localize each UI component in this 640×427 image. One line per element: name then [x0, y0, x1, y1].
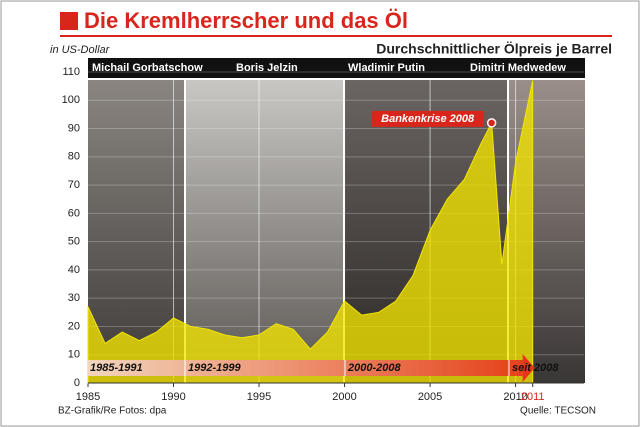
x-tick-label: 2005	[418, 391, 442, 403]
y-tick-label: 20	[68, 320, 80, 332]
y-tick-label: 30	[68, 292, 80, 304]
leader-name: Wladimir Putin	[348, 62, 425, 74]
y-tick-label: 40	[68, 264, 80, 276]
chart-title: Die Kremlherrscher und das Öl	[84, 8, 408, 33]
leader-bar	[88, 58, 585, 78]
leader-name: Dimitri Medwedew	[470, 62, 566, 74]
x-tick-label: 1990	[161, 391, 185, 403]
period-label: 2000-2008	[347, 362, 401, 374]
x-tick-label: 2000	[332, 391, 356, 403]
y-tick-label: 90	[68, 122, 80, 134]
y-label: in US-Dollar	[50, 44, 111, 56]
x-tick-label: 2011	[521, 391, 545, 403]
y-tick-label: 60	[68, 207, 80, 219]
y-tick-label: 80	[68, 151, 80, 163]
x-tick-label: 2010	[503, 391, 527, 403]
period-label: 1992-1999	[188, 362, 241, 374]
period-bar	[88, 360, 523, 376]
y-tick-label: 100	[62, 94, 80, 106]
y-tick-label: 110	[62, 66, 80, 78]
annotation-point	[486, 118, 497, 128]
y-tick-label: 10	[68, 349, 80, 361]
x-tick-label: 1995	[247, 391, 271, 403]
period-arrow	[522, 354, 535, 382]
period-label: seit 2008	[512, 362, 559, 374]
period-label: 1985-1991	[90, 362, 143, 374]
annotation-box	[371, 110, 484, 127]
annotation-label: Bankenkrise 2008	[381, 113, 475, 125]
y-tick-label: 0	[74, 377, 80, 389]
credit: BZ-Grafik/Re Fotos: dpa	[58, 406, 167, 417]
source: Quelle: TECSON	[520, 406, 596, 417]
subtitle: Durchschnittlicher Ölpreis je Barrel	[376, 41, 612, 57]
y-tick-label: 70	[68, 179, 80, 191]
leader-name: Boris Jelzin	[236, 62, 298, 74]
leader-name: Michail Gorbatschow	[92, 62, 203, 74]
title-marker	[60, 12, 78, 30]
y-tick-label: 50	[68, 236, 80, 248]
x-tick-label: 1985	[76, 391, 100, 403]
